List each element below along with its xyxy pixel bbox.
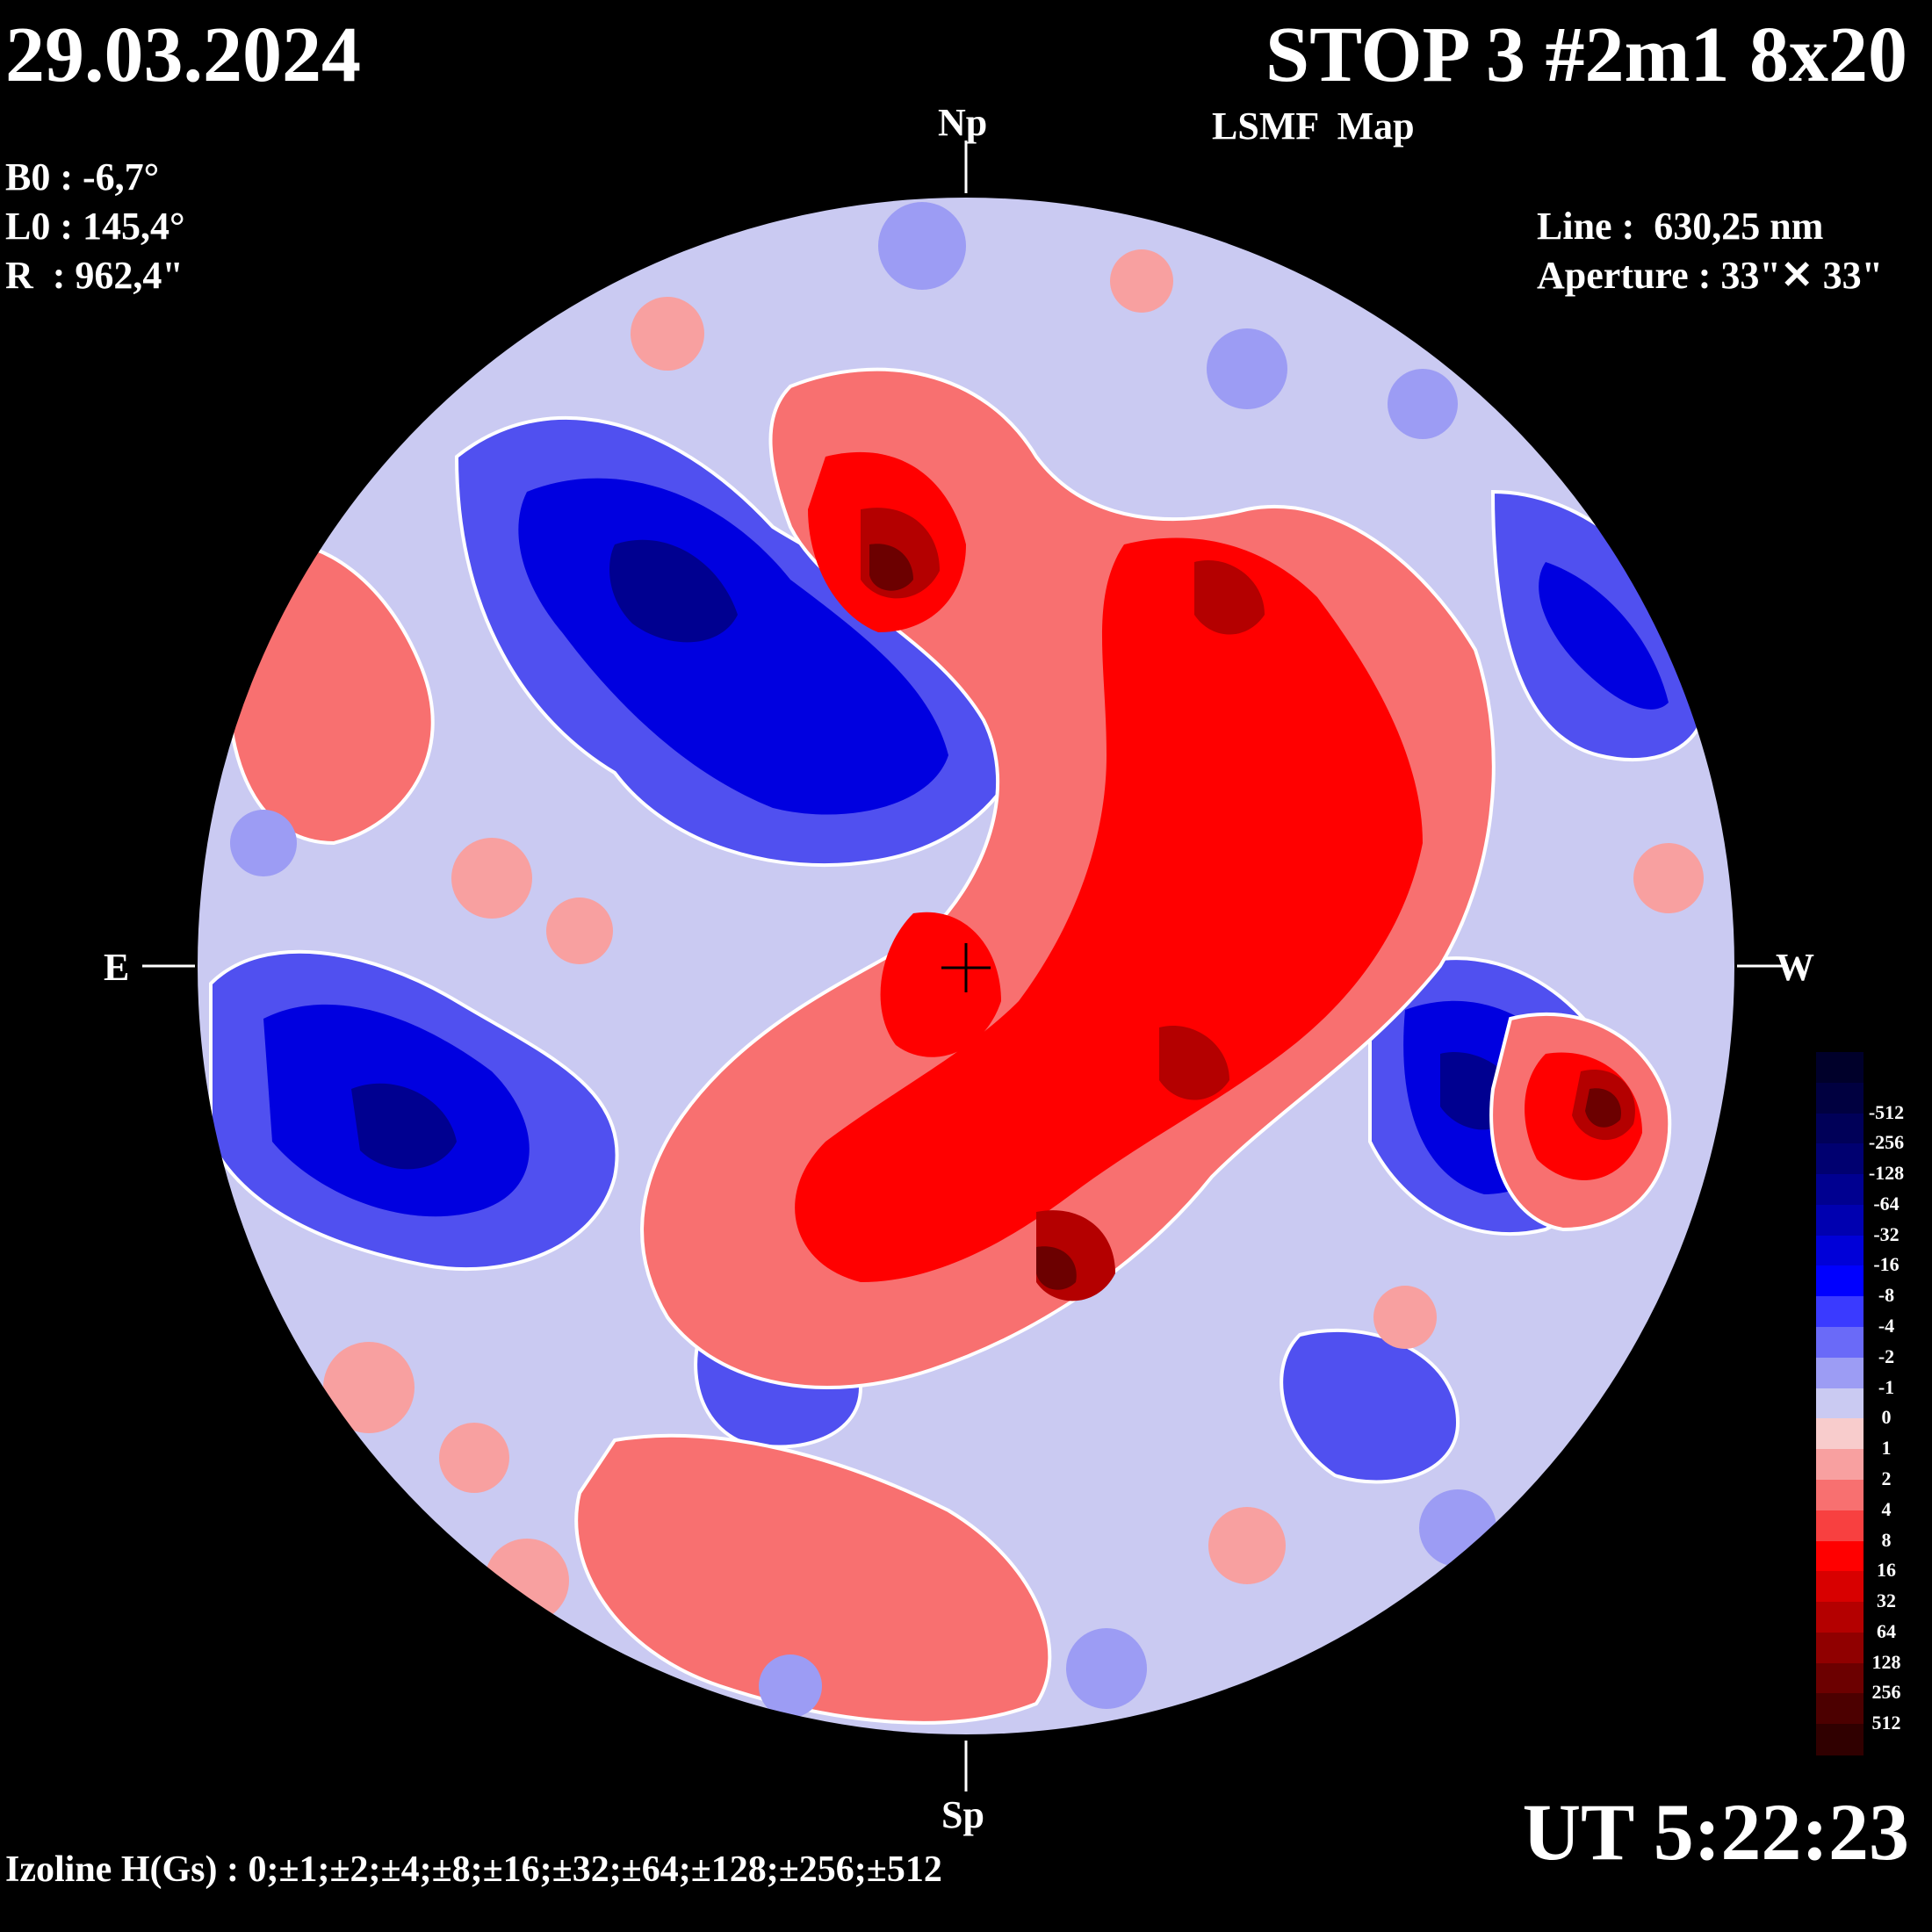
param-b0: B0 : -6,7° [5, 155, 160, 198]
color-scale-label: -256 [1868, 1131, 1905, 1154]
color-scale-label: 2 [1881, 1467, 1892, 1489]
ut-time: UT 5:22:23 [1522, 1787, 1909, 1877]
color-scale-label: 0 [1881, 1406, 1892, 1429]
param-line: Line : 630,25 nm [1537, 205, 1824, 248]
color-scale-cell [1816, 1388, 1864, 1419]
map-subtitle: LSMF Map [1212, 105, 1415, 148]
color-scale-cell [1816, 1143, 1864, 1175]
color-scale-cell [1816, 1510, 1864, 1542]
param-aperture: Aperture : 33"✕ 33" [1537, 254, 1884, 297]
color-scale-label: -2 [1878, 1344, 1895, 1367]
color-scale-cell [1816, 1327, 1864, 1359]
color-scale-label: 32 [1877, 1590, 1896, 1612]
color-scale-cell [1816, 1296, 1864, 1328]
color-scale-cell [1816, 1602, 1864, 1633]
color-scale-cell [1816, 1724, 1864, 1755]
color-scale-cell [1816, 1082, 1864, 1114]
color-scale-label: 128 [1871, 1650, 1901, 1673]
color-scale-label: 16 [1877, 1559, 1896, 1582]
color-scale-label: -32 [1873, 1222, 1900, 1245]
color-scale-label: 4 [1881, 1497, 1892, 1520]
color-scale-cell [1816, 1052, 1864, 1084]
color-scale-cell [1816, 1662, 1864, 1695]
color-scale-label: -512 [1868, 1100, 1905, 1123]
color-scale-label: 512 [1871, 1712, 1901, 1734]
west-label: W [1776, 946, 1814, 989]
map-title: STOP 3 #2m1 8x20 [1265, 11, 1907, 98]
color-scale-cell [1816, 1540, 1864, 1572]
color-scale-label: -8 [1878, 1284, 1895, 1307]
date-label: 29.03.2024 [5, 11, 361, 98]
color-scale-cell [1816, 1174, 1864, 1206]
color-scale-label: -4 [1878, 1315, 1895, 1337]
center-crosshair [941, 943, 991, 992]
color-scale-label: 256 [1871, 1681, 1901, 1704]
color-scale-cell [1816, 1632, 1864, 1664]
color-scale-cell [1816, 1449, 1864, 1481]
color-scale-label: -16 [1873, 1253, 1900, 1276]
north-pole-label: Np [938, 101, 988, 144]
param-radius: R : 962,4" [5, 254, 184, 297]
color-scale-label: -1 [1878, 1375, 1895, 1398]
color-scale-cell [1816, 1571, 1864, 1603]
color-scale-cell [1816, 1693, 1864, 1725]
color-scale-cell [1816, 1479, 1864, 1511]
south-pole-label: Sp [941, 1793, 984, 1836]
east-label: E [104, 946, 130, 989]
color-scale-label: 8 [1881, 1528, 1892, 1551]
color-scale-cell [1816, 1235, 1864, 1267]
color-scale-legend [1816, 1052, 1864, 1755]
color-scale-label: -128 [1868, 1162, 1905, 1185]
izoline-levels: Izoline H(Gs) : 0;±1;±2;±4;±8;±16;±32;±6… [5, 1849, 942, 1890]
color-scale-cell [1816, 1113, 1864, 1144]
color-scale-cell [1816, 1418, 1864, 1450]
color-scale-cell [1816, 1357, 1864, 1389]
color-scale-cell [1816, 1204, 1864, 1236]
color-scale-label: -64 [1873, 1192, 1900, 1215]
color-scale-label: 1 [1881, 1437, 1892, 1460]
color-scale-label: 64 [1877, 1619, 1896, 1642]
param-l0: L0 : 145,4° [5, 205, 185, 248]
color-scale-cell [1816, 1265, 1864, 1297]
